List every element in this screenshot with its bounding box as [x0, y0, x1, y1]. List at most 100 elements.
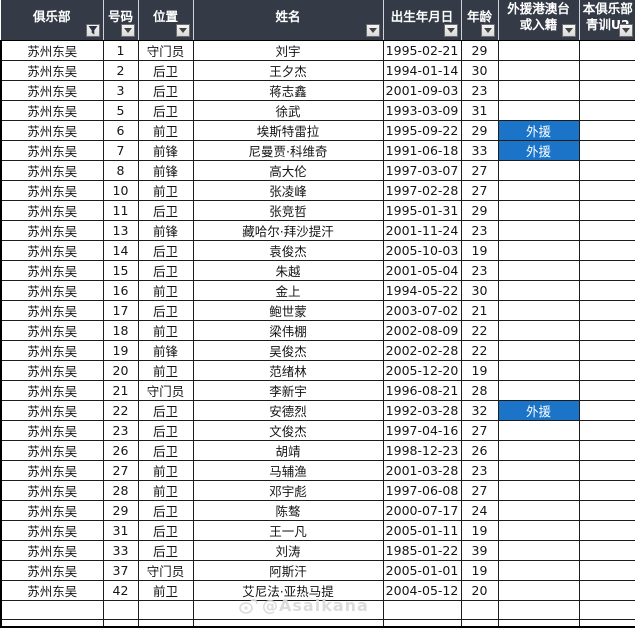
empty-cell[interactable] — [102, 618, 139, 626]
cell-position[interactable]: 后卫 — [137, 399, 194, 421]
cell-position[interactable]: 后卫 — [137, 99, 194, 121]
cell-age[interactable]: 20 — [460, 579, 499, 601]
cell-birth[interactable]: 1994-05-22 — [382, 279, 462, 301]
cell-number[interactable]: 19 — [102, 339, 139, 361]
cell-birth[interactable]: 1994-01-14 — [382, 59, 462, 81]
empty-cell[interactable] — [460, 599, 499, 620]
filter-dropdown-button[interactable] — [175, 23, 190, 37]
cell-youth[interactable] — [578, 539, 635, 561]
cell-position[interactable]: 前卫 — [137, 319, 194, 341]
filter-dropdown-button[interactable] — [480, 23, 495, 37]
cell-position[interactable]: 前卫 — [137, 279, 194, 301]
filter-dropdown-button[interactable] — [561, 23, 576, 37]
cell-club[interactable]: 苏州东吴 — [0, 359, 104, 381]
cell-age[interactable]: 27 — [460, 159, 499, 181]
cell-number[interactable]: 14 — [102, 239, 139, 261]
cell-club[interactable]: 苏州东吴 — [0, 279, 104, 301]
cell-birth[interactable]: 1998-12-23 — [382, 439, 462, 461]
cell-age[interactable]: 19 — [460, 239, 499, 261]
column-header-name[interactable]: 姓名 — [193, 0, 384, 41]
cell-foreign[interactable] — [497, 79, 580, 101]
cell-age[interactable]: 30 — [460, 279, 499, 301]
cell-youth[interactable] — [578, 99, 635, 121]
cell-age[interactable]: 19 — [460, 359, 499, 381]
cell-club[interactable]: 苏州东吴 — [0, 139, 104, 161]
cell-position[interactable]: 后卫 — [137, 519, 194, 541]
cell-foreign[interactable] — [497, 279, 580, 301]
cell-youth[interactable] — [578, 579, 635, 601]
cell-birth[interactable]: 2001-11-24 — [382, 219, 462, 241]
empty-cell[interactable] — [578, 618, 635, 626]
cell-position[interactable]: 守门员 — [137, 39, 194, 61]
cell-club[interactable]: 苏州东吴 — [0, 559, 104, 581]
cell-foreign[interactable] — [497, 479, 580, 501]
cell-position[interactable]: 后卫 — [137, 439, 194, 461]
cell-youth[interactable] — [578, 379, 635, 401]
cell-number[interactable]: 33 — [102, 539, 139, 561]
cell-foreign[interactable] — [497, 259, 580, 281]
cell-name[interactable]: 张凌峰 — [192, 179, 384, 201]
cell-youth[interactable] — [578, 39, 635, 61]
cell-birth[interactable]: 1996-08-21 — [382, 379, 462, 401]
cell-youth[interactable] — [578, 199, 635, 221]
cell-name[interactable]: 袁俊杰 — [192, 239, 384, 261]
cell-position[interactable]: 后卫 — [137, 539, 194, 561]
cell-youth[interactable] — [578, 419, 635, 441]
cell-foreign[interactable] — [497, 239, 580, 261]
cell-position[interactable]: 前卫 — [137, 479, 194, 501]
cell-name[interactable]: 陈骜 — [192, 499, 384, 521]
filter-dropdown-button[interactable] — [365, 23, 380, 37]
cell-birth[interactable]: 1997-03-07 — [382, 159, 462, 181]
cell-number[interactable]: 16 — [102, 279, 139, 301]
cell-youth[interactable] — [578, 299, 635, 321]
cell-name[interactable]: 李新宇 — [192, 379, 384, 401]
cell-name[interactable]: 金上 — [192, 279, 384, 301]
cell-number[interactable]: 31 — [102, 519, 139, 541]
cell-club[interactable]: 苏州东吴 — [0, 79, 104, 101]
cell-position[interactable]: 前锋 — [137, 339, 194, 361]
cell-youth[interactable] — [578, 259, 635, 281]
cell-position[interactable]: 前卫 — [137, 119, 194, 141]
empty-cell[interactable] — [102, 599, 139, 620]
cell-birth[interactable]: 2001-05-04 — [382, 259, 462, 281]
empty-cell[interactable] — [192, 618, 384, 626]
cell-name[interactable]: 朱越 — [192, 259, 384, 281]
cell-number[interactable]: 13 — [102, 219, 139, 241]
cell-number[interactable]: 11 — [102, 199, 139, 221]
cell-number[interactable]: 2 — [102, 59, 139, 81]
cell-youth[interactable] — [578, 79, 635, 101]
cell-name[interactable]: 马辅渔 — [192, 459, 384, 481]
cell-youth[interactable] — [578, 239, 635, 261]
cell-foreign[interactable] — [497, 159, 580, 181]
cell-club[interactable]: 苏州东吴 — [0, 319, 104, 341]
cell-club[interactable]: 苏州东吴 — [0, 519, 104, 541]
cell-name[interactable]: 高大伦 — [192, 159, 384, 181]
cell-club[interactable]: 苏州东吴 — [0, 499, 104, 521]
cell-youth[interactable] — [578, 139, 635, 161]
cell-foreign[interactable] — [497, 319, 580, 341]
cell-age[interactable]: 23 — [460, 219, 499, 241]
cell-name[interactable]: 梁伟棚 — [192, 319, 384, 341]
cell-name[interactable]: 藏哈尔·拜沙提汗 — [192, 219, 384, 241]
cell-position[interactable]: 后卫 — [137, 239, 194, 261]
cell-number[interactable]: 1 — [102, 39, 139, 61]
cell-youth[interactable] — [578, 59, 635, 81]
cell-number[interactable]: 8 — [102, 159, 139, 181]
cell-youth[interactable] — [578, 479, 635, 501]
cell-position[interactable]: 前锋 — [137, 219, 194, 241]
cell-name[interactable]: 张竞哲 — [192, 199, 384, 221]
column-header-number[interactable]: 号码 — [103, 0, 139, 41]
cell-age[interactable]: 22 — [460, 339, 499, 361]
cell-position[interactable]: 前卫 — [137, 359, 194, 381]
cell-foreign[interactable] — [497, 99, 580, 121]
cell-name[interactable]: 蒋志鑫 — [192, 79, 384, 101]
cell-number[interactable]: 28 — [102, 479, 139, 501]
cell-foreign[interactable] — [497, 459, 580, 481]
cell-club[interactable]: 苏州东吴 — [0, 299, 104, 321]
cell-name[interactable]: 尼曼贾·科维奇 — [192, 139, 384, 161]
empty-cell[interactable] — [192, 599, 384, 620]
cell-youth[interactable] — [578, 279, 635, 301]
cell-name[interactable]: 吴俊杰 — [192, 339, 384, 361]
cell-number[interactable]: 27 — [102, 459, 139, 481]
cell-birth[interactable]: 2002-02-28 — [382, 339, 462, 361]
